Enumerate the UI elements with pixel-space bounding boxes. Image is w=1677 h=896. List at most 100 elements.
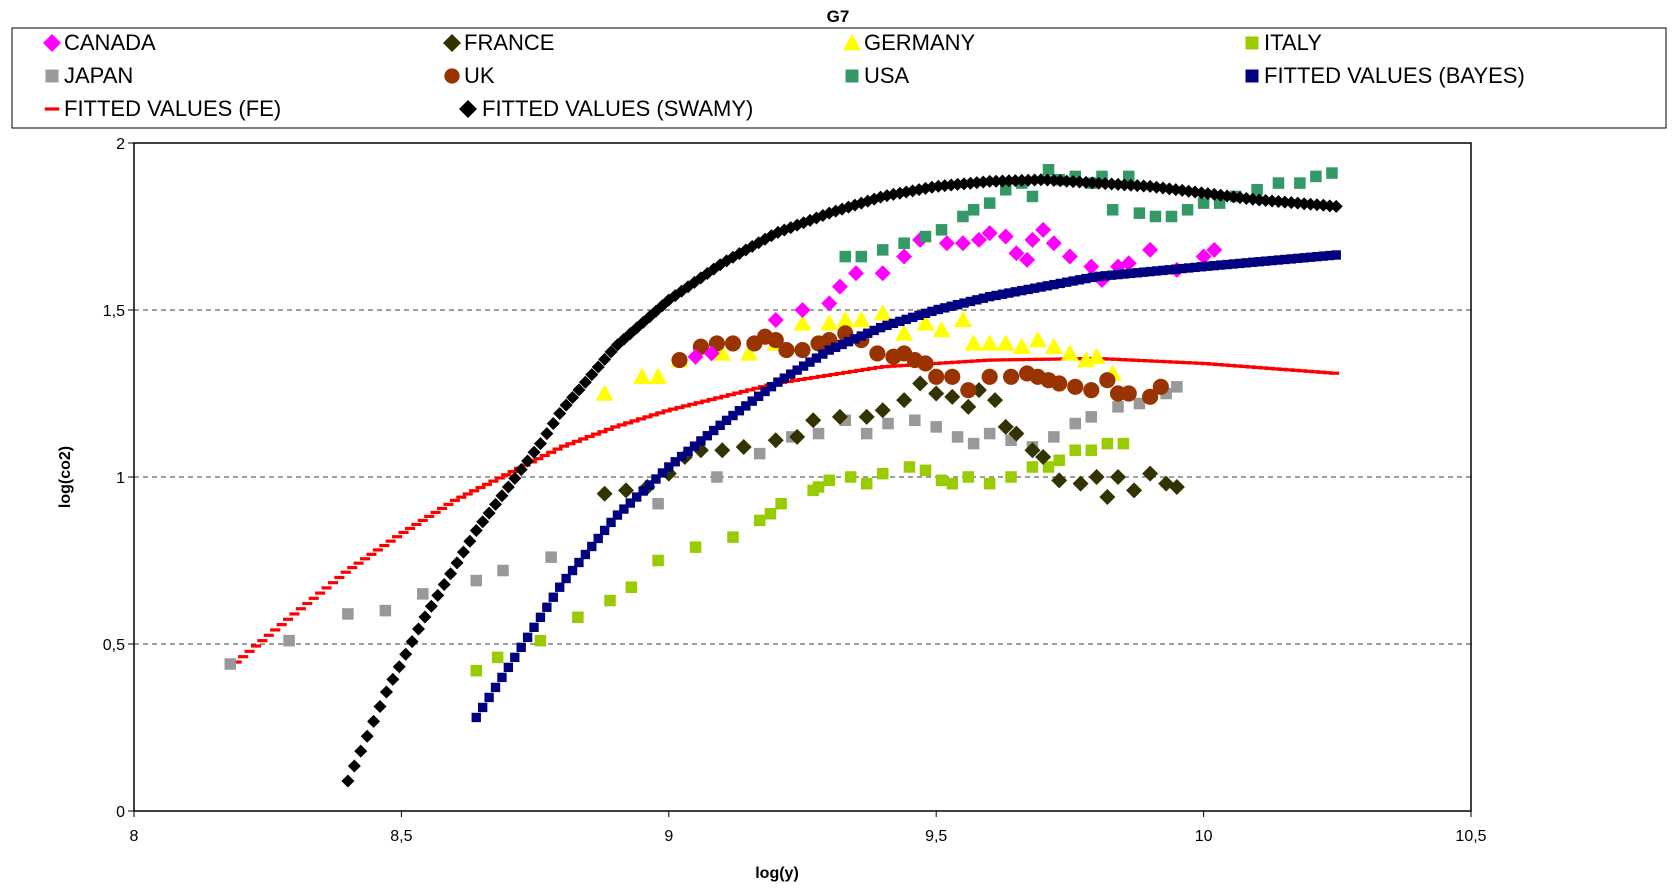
data-point <box>418 610 432 624</box>
data-point <box>295 607 306 611</box>
data-point <box>745 388 756 392</box>
data-point <box>501 480 515 494</box>
data-point <box>809 375 820 380</box>
data-point <box>767 432 784 449</box>
data-point <box>711 471 723 483</box>
data-point <box>501 473 512 477</box>
data-point <box>738 389 749 394</box>
data-point <box>1005 434 1017 447</box>
series-france <box>596 375 1185 506</box>
data-point <box>503 662 514 673</box>
data-point <box>999 184 1012 196</box>
series-layer <box>224 163 1343 788</box>
data-point <box>572 383 586 397</box>
data-point <box>516 642 526 653</box>
data-point <box>1245 365 1256 369</box>
data-point <box>619 504 629 514</box>
data-point <box>598 352 612 366</box>
data-point <box>976 359 987 363</box>
data-point <box>916 314 935 331</box>
data-point <box>1160 387 1172 400</box>
data-point <box>689 441 700 451</box>
data-point <box>1310 170 1322 183</box>
data-point <box>1026 190 1039 203</box>
data-point <box>231 660 242 664</box>
data-point <box>497 672 507 683</box>
data-point <box>831 278 848 295</box>
data-point <box>535 612 546 622</box>
data-point <box>1149 359 1160 363</box>
data-point <box>606 517 616 528</box>
data-point <box>1044 337 1063 354</box>
data-point <box>1286 254 1296 264</box>
data-point <box>1029 283 1040 293</box>
data-point <box>764 507 777 520</box>
data-point <box>250 644 261 648</box>
data-point <box>470 574 483 587</box>
data-point <box>495 489 509 503</box>
data-point <box>373 700 387 714</box>
legend-label: JAPAN <box>64 63 133 88</box>
data-point <box>1168 479 1185 496</box>
data-point <box>931 361 942 366</box>
data-point <box>604 345 618 359</box>
data-point <box>715 420 725 430</box>
data-point <box>437 506 448 510</box>
data-point <box>980 334 999 351</box>
legend-entry: GERMANY <box>843 30 976 55</box>
data-point <box>539 453 550 458</box>
data-point <box>796 377 807 382</box>
data-point <box>1087 347 1106 364</box>
data-point <box>899 363 910 368</box>
data-point <box>676 451 687 462</box>
data-point <box>866 366 878 371</box>
data-point <box>417 588 429 600</box>
data-point <box>751 386 762 390</box>
data-point <box>824 345 834 355</box>
legend-marker <box>845 69 859 83</box>
data-point <box>1183 263 1194 273</box>
data-point <box>933 304 944 315</box>
data-point <box>1083 258 1100 275</box>
data-point <box>860 477 873 490</box>
data-point <box>1151 266 1162 276</box>
data-point <box>1267 255 1277 266</box>
data-point <box>392 535 403 539</box>
data-point <box>983 197 996 209</box>
data-point <box>1325 250 1335 261</box>
data-point <box>1271 367 1282 371</box>
data-point <box>1139 267 1149 277</box>
data-point <box>1152 378 1169 395</box>
data-point <box>995 358 1006 362</box>
data-point <box>839 414 852 426</box>
data-point <box>638 486 648 496</box>
data-point <box>970 231 987 248</box>
data-point <box>578 437 589 441</box>
data-point <box>1042 461 1055 473</box>
data-point <box>1099 372 1116 389</box>
data-point <box>1120 385 1137 402</box>
data-point <box>1036 282 1046 292</box>
data-point <box>379 685 393 699</box>
data-point <box>379 604 392 617</box>
data-point <box>1110 357 1121 361</box>
data-point <box>1284 368 1295 372</box>
data-point <box>950 360 961 364</box>
data-point <box>775 497 787 510</box>
data-point <box>1040 357 1051 361</box>
data-point <box>1290 368 1301 372</box>
data-point <box>869 325 879 336</box>
data-point <box>996 334 1015 351</box>
data-point <box>1272 177 1285 189</box>
data-point <box>847 369 858 374</box>
data-point <box>805 412 822 429</box>
data-point <box>1067 378 1084 395</box>
x-axis-label: log(y) <box>755 865 799 882</box>
y-tick-label: 1 <box>116 470 125 487</box>
data-point <box>533 457 544 461</box>
data-point <box>873 304 892 321</box>
x-tick-label: 10,5 <box>1455 828 1486 845</box>
data-point <box>478 702 488 713</box>
data-point <box>1329 199 1343 213</box>
